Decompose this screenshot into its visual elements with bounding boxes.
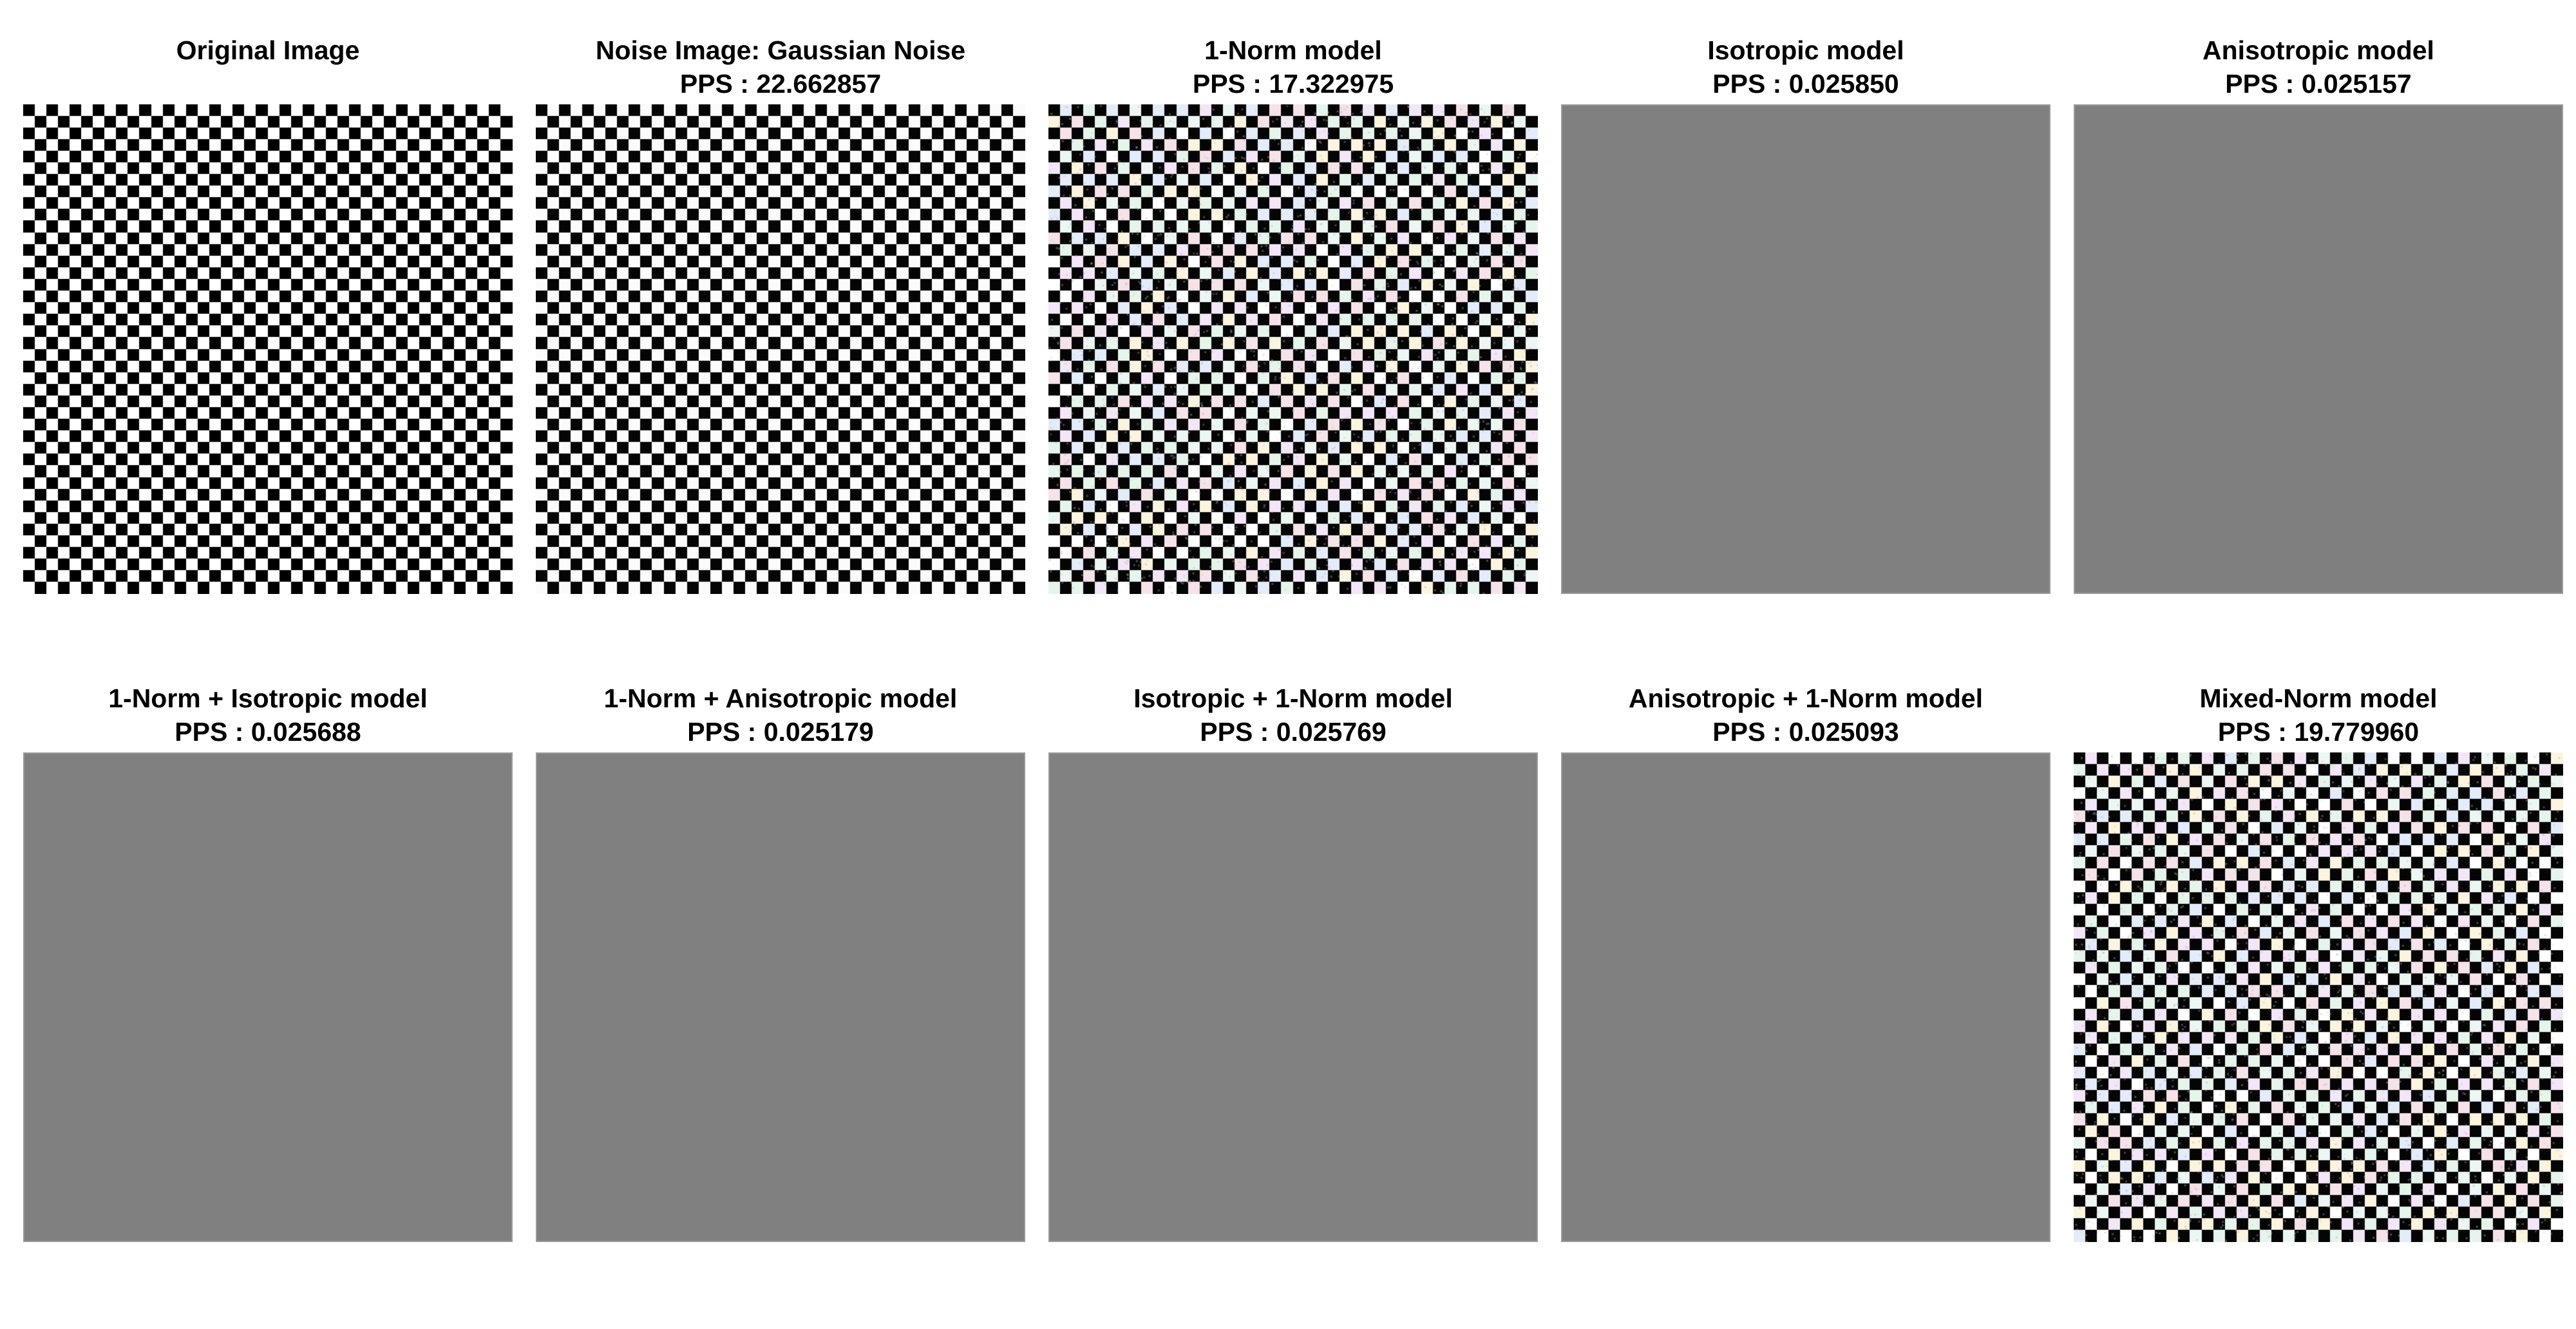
- panel-title: Anisotropic + 1-Norm model PPS : 0.02509…: [1535, 682, 2076, 749]
- panel-image-noise: [536, 104, 1025, 594]
- panel-subtitle-text: PPS : 19.779960: [2217, 717, 2420, 747]
- panel-subtitle-text: PPS : 0.025688: [175, 717, 361, 747]
- panel-title: 1-Norm + Anisotropic model PPS : 0.02517…: [510, 682, 1051, 749]
- panel-subtitle-text: PPS : 0.025157: [2225, 69, 2412, 99]
- panel-title: Mixed-Norm model PPS : 19.779960: [2048, 682, 2576, 749]
- panel-title-text: Isotropic + 1-Norm model: [1133, 684, 1453, 713]
- panel-title-text: Anisotropic model: [2202, 35, 2434, 65]
- panel-title-text: Anisotropic + 1-Norm model: [1628, 684, 1984, 713]
- panel-image-isotropic-1-norm: [1048, 752, 1538, 1242]
- panel-title: Anisotropic model PPS : 0.025157: [2048, 33, 2576, 100]
- panel-title-text: Original Image: [176, 35, 360, 65]
- panel-title-text: Noise Image: Gaussian Noise: [595, 35, 966, 65]
- panel-title: Noise Image: Gaussian Noise PPS : 22.662…: [510, 33, 1051, 100]
- panel-title: Isotropic model PPS : 0.025850: [1535, 33, 2076, 100]
- panel-subtitle-text: PPS : 0.025093: [1712, 717, 1899, 747]
- panel-title-text: 1-Norm + Anisotropic model: [603, 684, 958, 713]
- panel-subtitle-text: PPS : 0.025769: [1200, 717, 1387, 747]
- panel-image-anisotropic: [2074, 104, 2563, 594]
- panel-title: Isotropic + 1-Norm model PPS : 0.025769: [1023, 682, 1564, 749]
- panel-title: 1-Norm + Isotropic model PPS : 0.025688: [0, 682, 538, 749]
- panel-subtitle-text: PPS : 17.322975: [1192, 69, 1394, 99]
- panel-subtitle-text: PPS : 0.025179: [687, 717, 874, 747]
- panel-image-1-norm-isotropic: [23, 752, 513, 1242]
- panel-image-mixed-norm: [2074, 752, 2563, 1242]
- panel-image-1-norm: [1048, 104, 1538, 594]
- panel-title: Original Image: [0, 33, 538, 67]
- panel-image-anisotropic-1-norm: [1561, 752, 2050, 1242]
- panel-title-text: 1-Norm model: [1204, 35, 1382, 65]
- panel-subtitle-text: PPS : 22.662857: [679, 69, 882, 99]
- panel-title-text: Mixed-Norm model: [2199, 684, 2438, 713]
- panel-title-text: Isotropic model: [1707, 35, 1904, 65]
- panel-title-text: 1-Norm + Isotropic model: [108, 684, 428, 713]
- panel-image-1-norm-anisotropic: [536, 752, 1025, 1242]
- panel-title: 1-Norm model PPS : 17.322975: [1023, 33, 1564, 100]
- panel-image-isotropic: [1561, 104, 2050, 594]
- panel-image-original: [23, 104, 513, 594]
- panel-subtitle-text: PPS : 0.025850: [1712, 69, 1899, 99]
